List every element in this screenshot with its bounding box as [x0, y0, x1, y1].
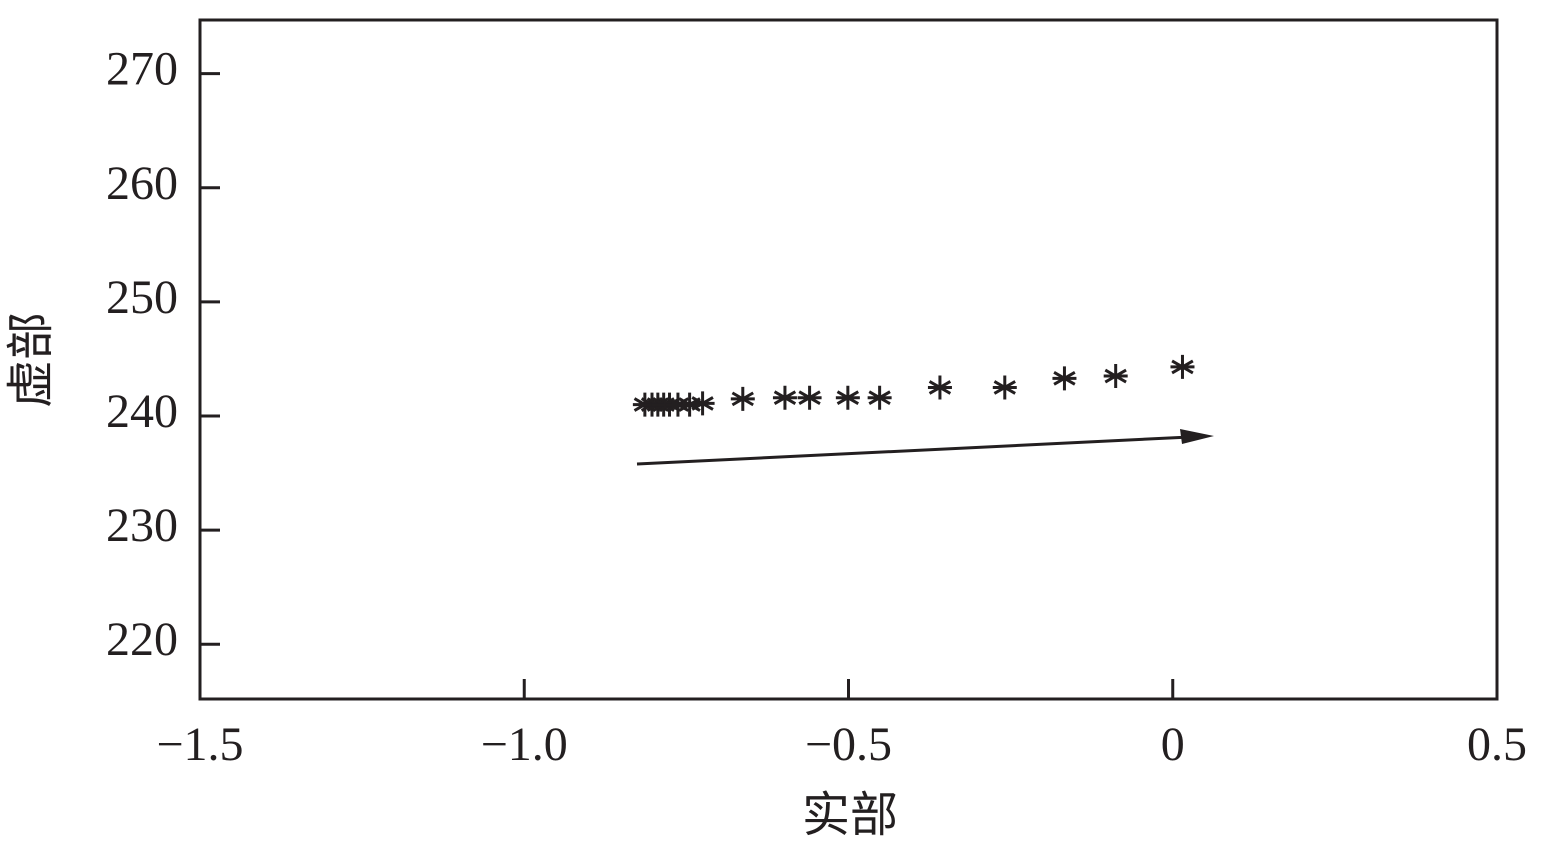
point	[1052, 366, 1077, 391]
y-tick-label: 220	[106, 613, 178, 666]
x-tick-label: −1.5	[156, 718, 243, 771]
point	[797, 385, 822, 410]
point	[992, 375, 1017, 400]
x-axis-label: 实部	[802, 789, 898, 842]
y-tick-label: 270	[106, 43, 178, 96]
point	[1103, 364, 1128, 389]
y-tick-label: 260	[106, 157, 178, 210]
x-tick-label: 0	[1161, 718, 1185, 771]
point	[690, 391, 715, 416]
x-tick-label: −1.0	[481, 718, 568, 771]
y-tick-label: 250	[106, 271, 178, 324]
y-tick-label: 230	[106, 499, 178, 552]
point	[867, 385, 892, 410]
point	[927, 375, 952, 400]
y-axis-label: 虚部	[5, 312, 58, 408]
plot-frame	[198, 18, 1499, 701]
point	[772, 385, 797, 410]
x-tick-label: −0.5	[805, 718, 892, 771]
y-tick-label: 240	[106, 385, 178, 438]
x-tick-label: 0.5	[1467, 718, 1527, 771]
trend-arrow	[636, 429, 1214, 466]
point	[1170, 354, 1195, 379]
point	[677, 392, 702, 417]
point	[730, 386, 755, 411]
point	[835, 385, 860, 410]
